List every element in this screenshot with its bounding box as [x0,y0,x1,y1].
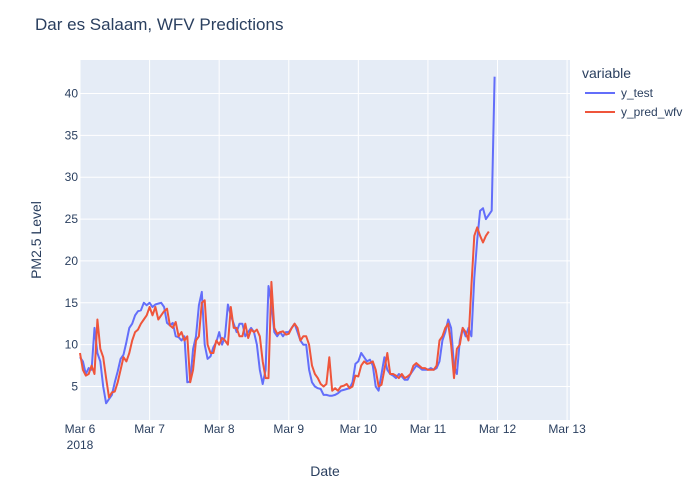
x-tick-label: Mar 9 [273,422,304,436]
y-tick-label: 40 [65,86,79,100]
x-tick-label: Mar 11 [410,422,447,436]
x-tick-sublabel: 2018 [67,438,94,452]
legend-item-y-pred-wfv[interactable]: y_pred_wfv [585,105,682,119]
y-tick-labels: 5 10 15 20 25 30 35 40 [65,86,79,393]
y-axis-title: PM2.5 Level [28,201,44,279]
x-tick-label: Mar 8 [204,422,235,436]
y-tick-label: 10 [65,338,79,352]
legend[interactable]: variable y_test y_pred_wfv [582,65,682,119]
chart-title: Dar es Salaam, WFV Predictions [35,15,283,34]
legend-label: y_test [621,86,654,100]
x-gridlines [79,60,568,420]
y-tick-label: 5 [71,380,78,394]
x-tick-labels: Mar 6 2018 Mar 7 Mar 8 Mar 9 Mar 10 Mar 11 Mar … [65,422,586,452]
series-line-y-test[interactable] [79,76,496,405]
series-layer [79,76,496,405]
x-tick-label: Mar 12 [479,422,517,436]
x-tick-label: Mar 7 [134,422,165,436]
legend-label: y_pred_wfv [621,105,682,119]
x-tick-label: Mar 6 [65,422,96,436]
y-tick-label: 30 [65,170,79,184]
plot-area[interactable] [80,60,570,420]
y-tick-label: 35 [65,128,79,142]
x-tick-label: Mar 13 [548,422,586,436]
y-tick-label: 20 [65,254,79,268]
legend-item-y-test[interactable]: y_test [585,86,654,100]
y-tick-label: 25 [65,212,79,226]
series-line-y-pred-wfv[interactable] [79,226,490,399]
x-axis-title: Date [310,463,340,479]
x-tick-label: Mar 10 [340,422,378,436]
y-tick-label: 15 [65,296,79,310]
legend-title: variable [582,65,631,81]
